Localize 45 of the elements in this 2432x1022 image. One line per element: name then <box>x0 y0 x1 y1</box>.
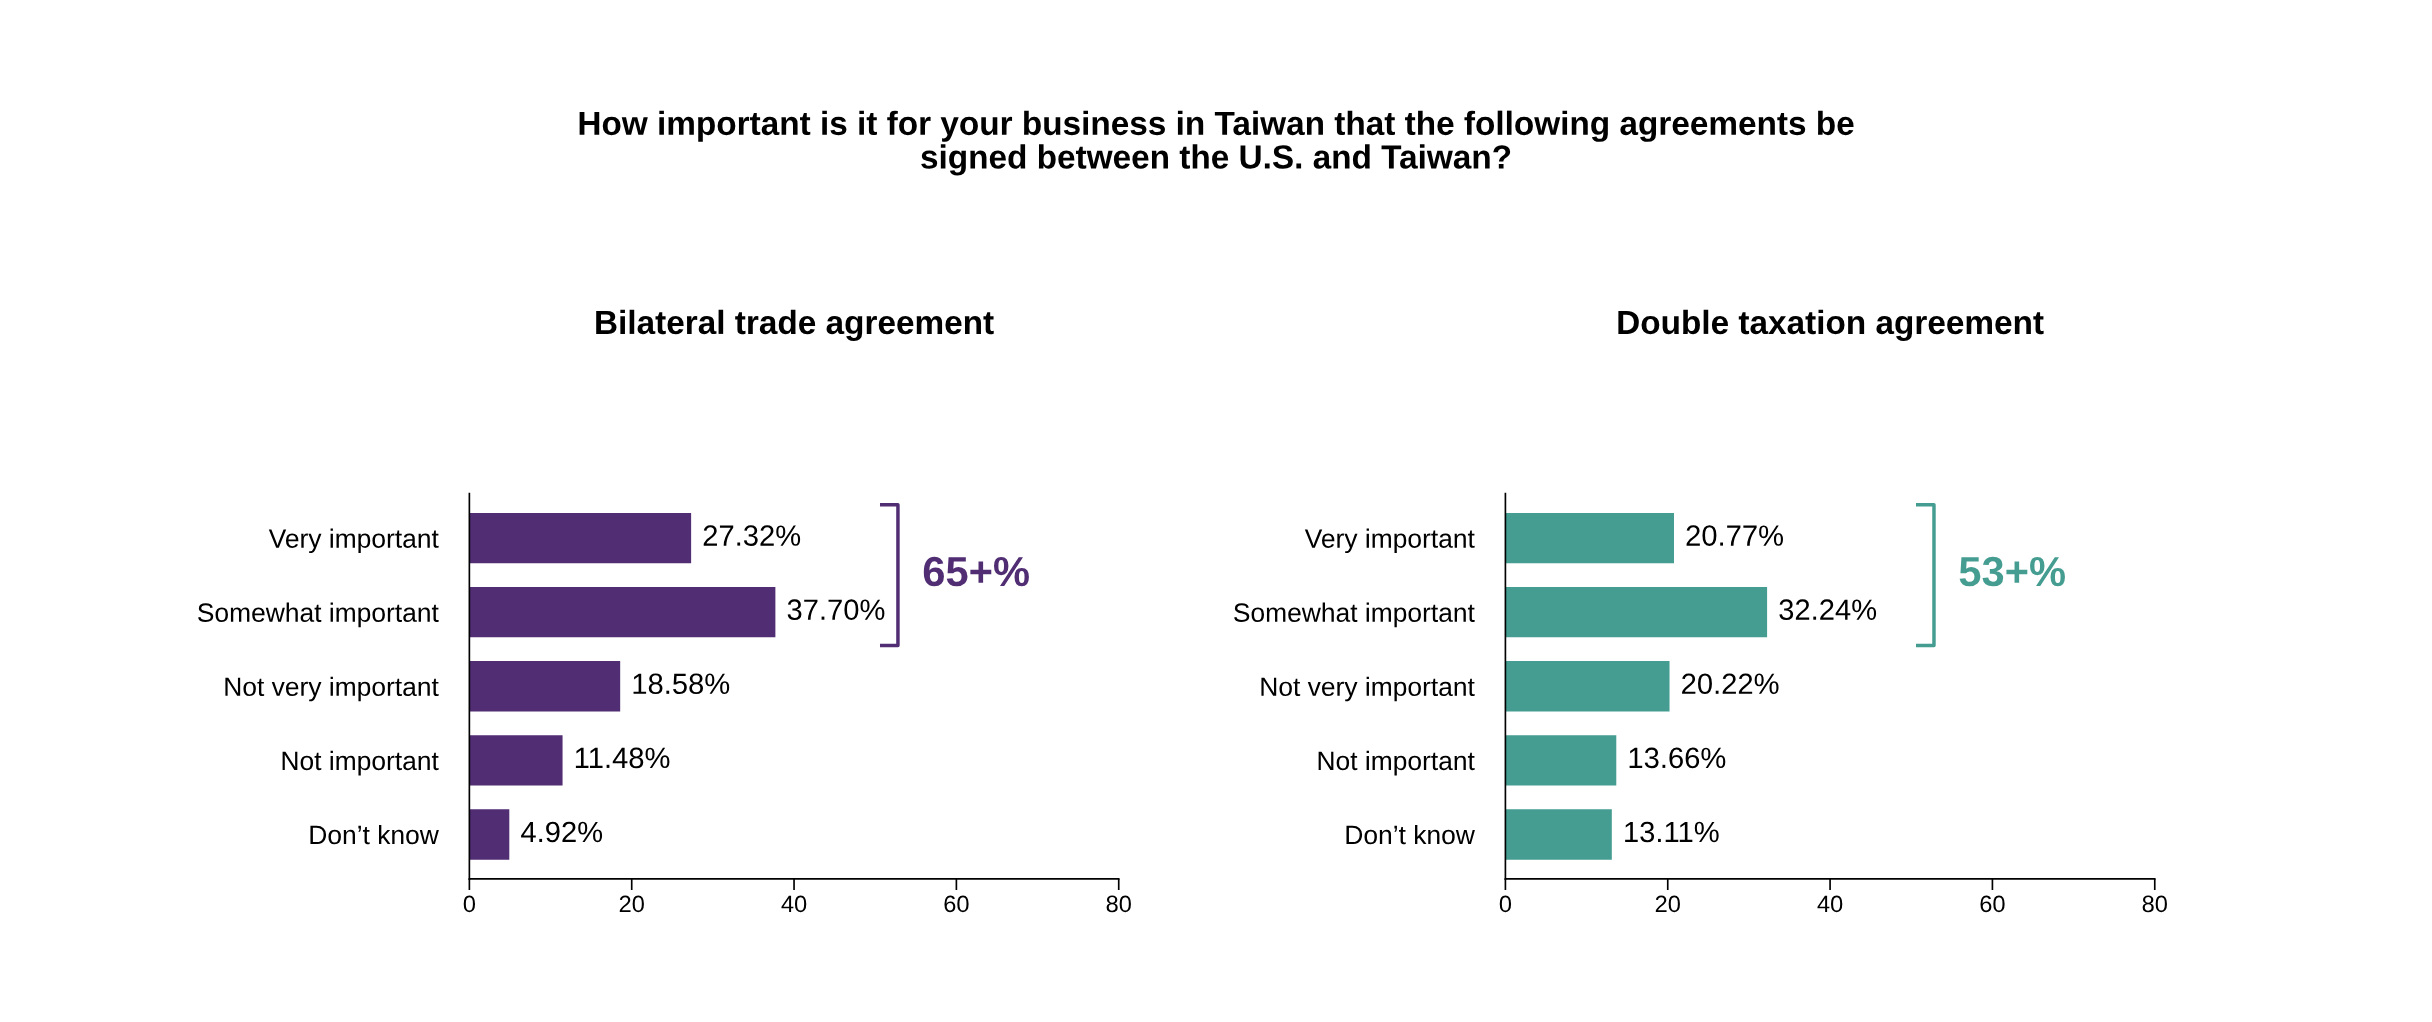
y-tick-label: Somewhat important <box>1234 602 1475 628</box>
x-tick-label: 40 <box>1817 895 1843 913</box>
bar <box>469 735 563 786</box>
y-tick-label: Don’t know <box>1346 824 1475 845</box>
x-tick-label: 0 <box>1499 895 1512 913</box>
x-tick-label: 20 <box>619 895 644 913</box>
x-tick-label: 80 <box>2142 895 2167 913</box>
data-label: 11.48% <box>575 747 670 769</box>
y-tick-label: Not important <box>282 750 439 776</box>
bar <box>469 661 621 712</box>
data-label: 18.58% <box>633 673 730 695</box>
y-tick-label: Not very important <box>225 676 439 702</box>
chart-title: Bilateral trade agreement <box>596 309 994 341</box>
y-tick-label: Very important <box>268 528 439 554</box>
bar <box>469 512 692 564</box>
bar <box>1505 735 1617 786</box>
data-label: 37.70% <box>787 599 885 621</box>
data-label: 32.24% <box>1779 599 1877 621</box>
annotation: 65+% <box>923 556 1029 587</box>
bar <box>1505 512 1674 564</box>
data-label: 13.66% <box>1629 747 1726 769</box>
data-label: 4.92% <box>521 821 603 843</box>
y-tick-label: Not very important <box>1261 676 1475 702</box>
data-label: 20.77% <box>1686 525 1783 546</box>
bar <box>469 809 510 860</box>
y-tick-label: Somewhat important <box>198 602 439 628</box>
y-tick-label: Very important <box>1304 528 1475 554</box>
chart-title: Double taxation agreement <box>1618 309 2044 341</box>
bar <box>1505 809 1612 860</box>
x-tick-label: 80 <box>1106 895 1131 913</box>
x-tick-label: 40 <box>781 895 807 913</box>
x-tick-label: 60 <box>944 895 969 913</box>
x-tick-label: 0 <box>463 895 476 913</box>
text: How important is it for your business in Taiwan that the following agreements be signed between the U.S. and Taiwan? <box>579 110 1854 176</box>
y-tick-label: Not important <box>1318 750 1475 776</box>
data-label: 20.22% <box>1682 673 1779 695</box>
bar <box>1505 661 1670 712</box>
bar <box>1505 586 1768 638</box>
x-tick-label: 20 <box>1655 895 1680 913</box>
y-tick-label: Don’t know <box>310 824 439 845</box>
data-label: 27.32% <box>703 525 801 546</box>
x-tick-label: 60 <box>1980 895 2005 913</box>
annotation: 53+% <box>1959 556 2065 587</box>
data-label: 13.11% <box>1625 821 1719 843</box>
bar <box>469 586 776 638</box>
